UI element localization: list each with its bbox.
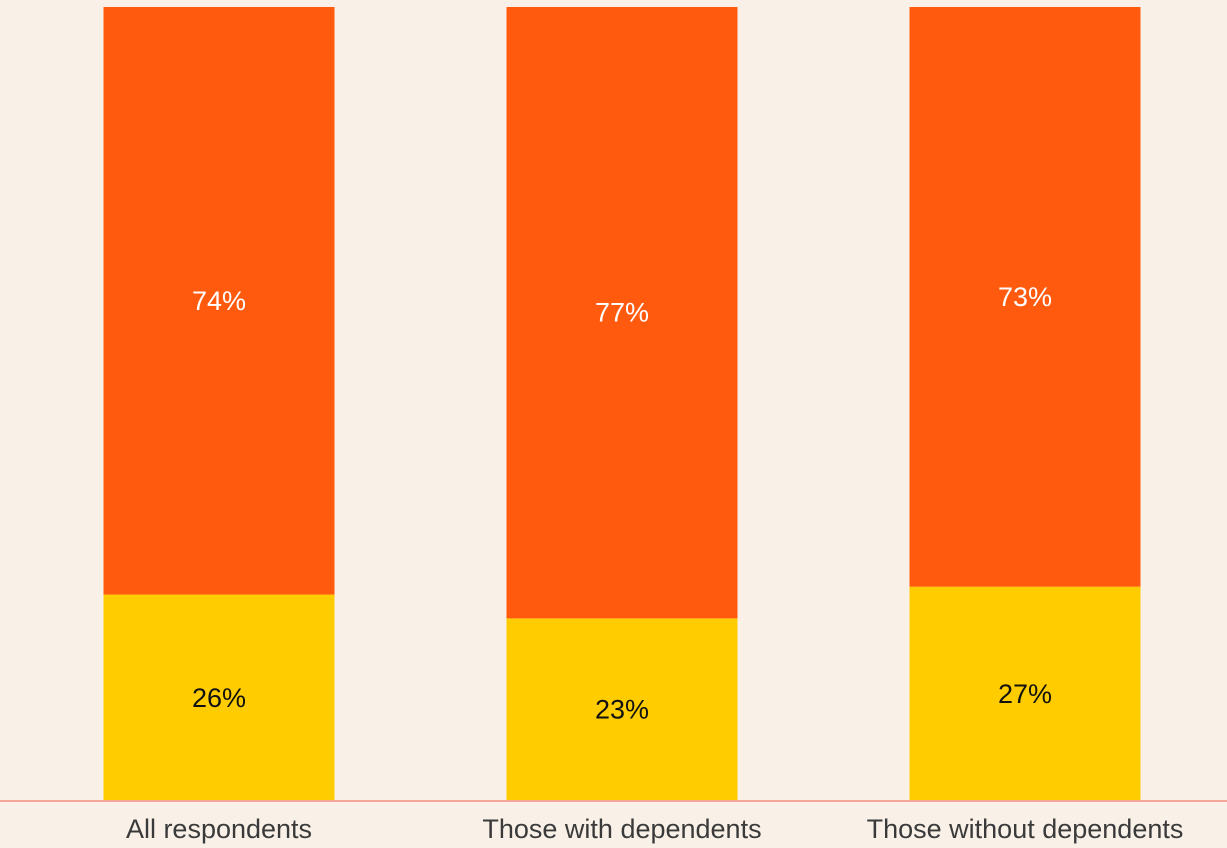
data-label-upper-2: 73%: [998, 282, 1052, 312]
bar-segment-upper-2: [909, 7, 1141, 587]
bar-segment-lower-2: [909, 586, 1141, 801]
data-label-lower-1: 23%: [595, 695, 649, 725]
data-labels-group: 26% 74% 23% 77% 27% 73%: [192, 282, 1052, 725]
data-label-lower-0: 26%: [192, 683, 246, 713]
category-labels-group: All respondents Those with dependents Thos…: [126, 814, 1183, 844]
bar-segment-upper-0: [103, 7, 335, 595]
category-label-0: All respondents: [126, 814, 312, 844]
data-label-lower-2: 27%: [998, 679, 1052, 709]
bar-segment-upper-1: [506, 7, 738, 619]
data-label-upper-1: 77%: [595, 298, 649, 328]
bars-group: [103, 7, 1141, 801]
category-label-2: Those without dependents: [867, 814, 1184, 844]
bar-segment-lower-1: [506, 618, 738, 801]
category-label-1: Those with dependents: [482, 814, 761, 844]
bar-segment-lower-0: [103, 594, 335, 801]
data-label-upper-0: 74%: [192, 286, 246, 316]
